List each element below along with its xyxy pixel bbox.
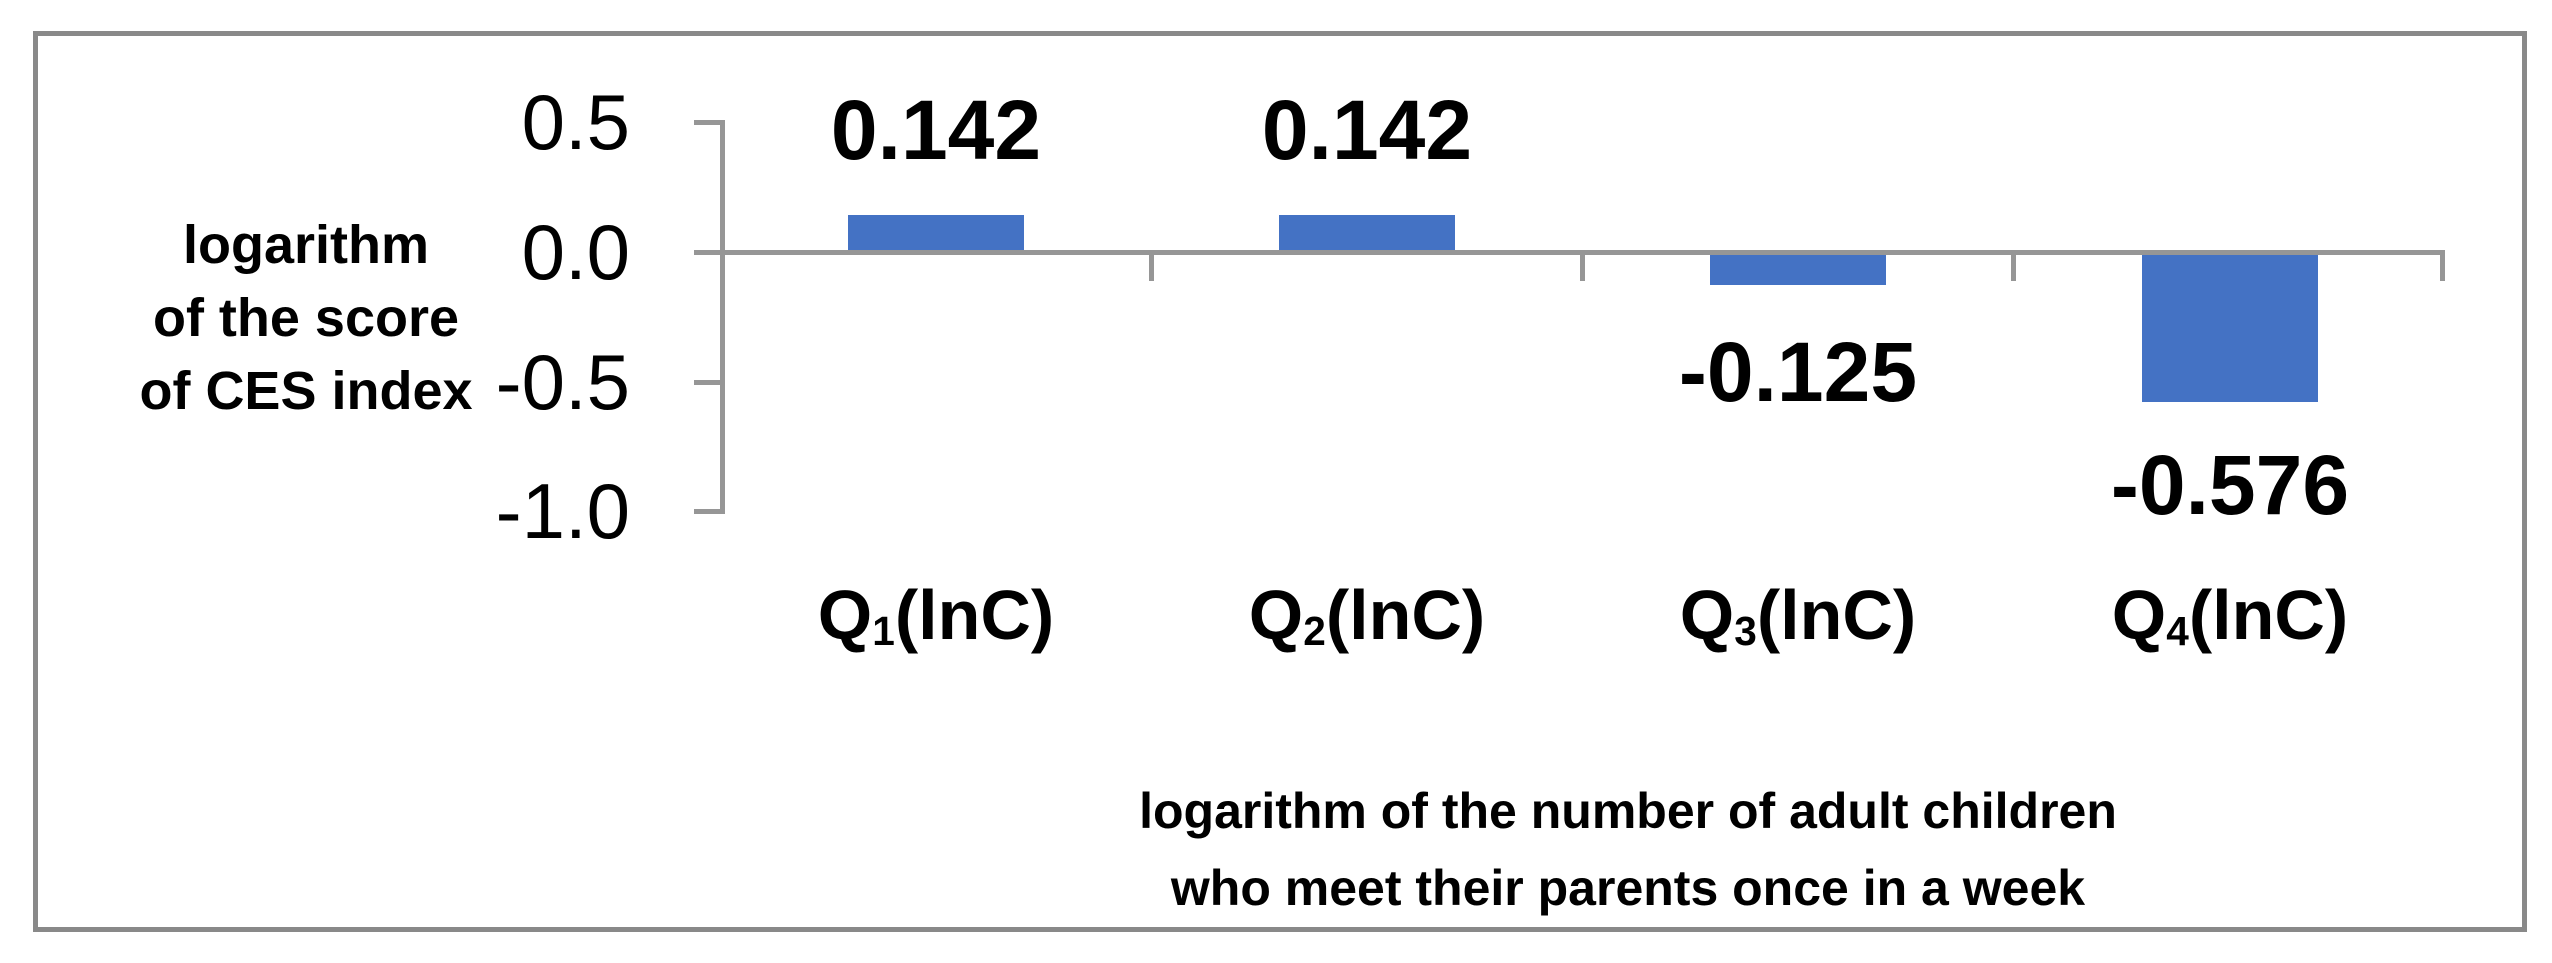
y-axis-title-line-2: of the score xyxy=(152,288,460,348)
category-q3-subscript: 3 xyxy=(1734,607,1757,654)
data-label-q3: -0.125 xyxy=(1678,325,1918,419)
y-tick-label-0.5: 0.5 xyxy=(521,78,630,166)
category-label-q2: Q2(lnC) xyxy=(1117,570,1617,660)
category-q4-base: Q xyxy=(2111,576,2167,654)
x-axis-tick-3 xyxy=(2011,250,2016,281)
x-axis-tick-2 xyxy=(1580,250,1585,281)
category-label-q4: Q4(lnC) xyxy=(1980,570,2480,660)
category-q3-base: Q xyxy=(1679,576,1735,654)
x-axis-tick-end xyxy=(2440,250,2445,281)
y-axis-line xyxy=(720,122,725,514)
y-tick-label--1.0: -1.0 xyxy=(495,467,630,555)
category-q1-base: Q xyxy=(817,576,873,654)
data-label-q4: -0.576 xyxy=(2110,438,2350,532)
data-label-q1: 0.142 xyxy=(830,83,1042,177)
bar-q4 xyxy=(2142,252,2318,402)
category-q3-rest: (lnC) xyxy=(1756,576,1917,654)
category-q1-rest: (lnC) xyxy=(894,576,1055,654)
y-tick-label--0.5: -0.5 xyxy=(495,338,630,426)
x-axis-title-line-2: who meet their parents once in a week xyxy=(1170,860,2086,916)
bar-q2 xyxy=(1279,215,1455,252)
category-label-q1: Q1(lnC) xyxy=(686,570,1186,660)
chart-border xyxy=(33,31,2527,932)
data-label-q2: 0.142 xyxy=(1261,83,1473,177)
y-axis-title: logarithm of the score of CES index xyxy=(56,209,556,428)
category-q2-base: Q xyxy=(1248,576,1304,654)
y-axis-tick-0.5 xyxy=(694,120,725,125)
y-tick-label-0.0: 0.0 xyxy=(521,208,630,296)
y-axis-tick--1.0 xyxy=(694,509,725,514)
x-axis-title: logarithm of the number of adult childre… xyxy=(928,773,2328,927)
category-q4-subscript: 4 xyxy=(2166,607,2189,654)
y-axis-title-line-1: logarithm xyxy=(182,215,429,275)
y-axis-title-line-3: of CES index xyxy=(139,361,473,421)
category-q2-rest: (lnC) xyxy=(1325,576,1486,654)
category-q1-subscript: 1 xyxy=(872,607,895,654)
bar-q3 xyxy=(1710,252,1886,285)
y-axis-tick-0.0 xyxy=(694,250,725,255)
x-axis-tick-1 xyxy=(1149,250,1154,281)
category-q2-subscript: 2 xyxy=(1303,607,1326,654)
x-axis-title-line-1: logarithm of the number of adult childre… xyxy=(1139,783,2117,839)
category-label-q3: Q3(lnC) xyxy=(1548,570,2048,660)
category-q4-rest: (lnC) xyxy=(2188,576,2349,654)
y-axis-tick--0.5 xyxy=(694,380,725,385)
bar-q1 xyxy=(848,215,1024,252)
